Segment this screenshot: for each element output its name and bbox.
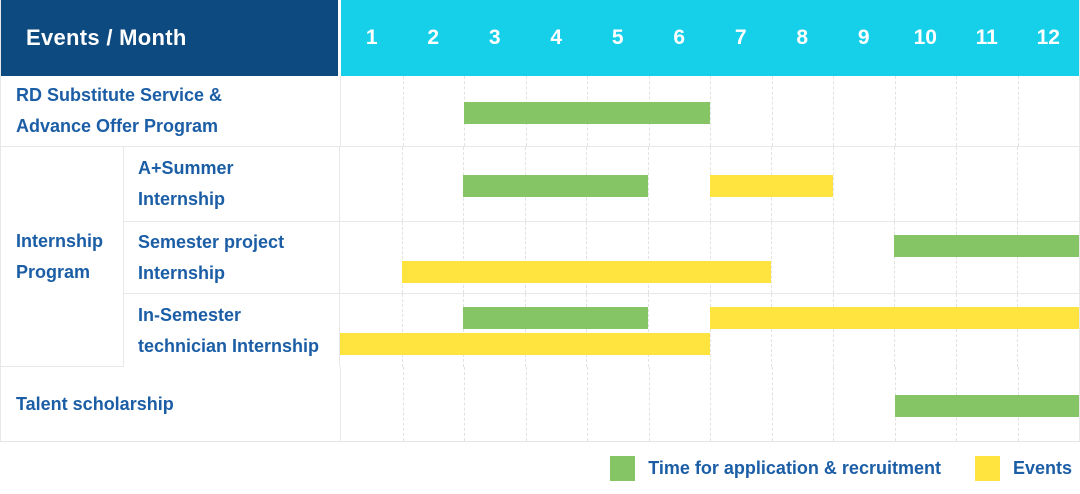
month-gridline (710, 367, 712, 441)
row-label-rd-substitute: RD Substitute Service & Advance Offer Pr… (16, 85, 223, 136)
month-gridline (833, 367, 835, 441)
legend: Time for application & recruitment Events (0, 442, 1080, 494)
gantt-bar-application (463, 307, 648, 329)
table-header: Events / Month 1 2 3 4 5 6 7 8 9 10 11 12 (1, 0, 1079, 76)
month-header-8: 8 (796, 26, 809, 49)
legend-item-events: Events (974, 455, 1072, 481)
gantt-bar-application (894, 395, 1079, 417)
header-title: Events / Month (1, 0, 341, 76)
month-gridline (524, 294, 526, 367)
chart-row-a-summer (339, 147, 1079, 221)
month-gridline (402, 367, 404, 441)
month-gridline (586, 294, 588, 367)
month-header-7: 7 (734, 26, 747, 49)
gantt-bar-application (464, 102, 711, 124)
legend-swatch-application (610, 455, 636, 481)
month-gridline (524, 222, 526, 293)
row-label-talent-scholarship: Talent scholarship (16, 393, 174, 414)
month-gridline (401, 222, 403, 293)
internship-program-group: Internship Program A+Summer Internship S… (1, 147, 1079, 367)
month-header-4: 4 (550, 26, 563, 49)
month-gridline (894, 147, 896, 221)
month-header-row: 1 2 3 4 5 6 7 8 9 10 11 12 (341, 0, 1079, 76)
month-gridline (464, 367, 466, 441)
month-header-5: 5 (611, 26, 624, 49)
gantt-bar-events (401, 261, 772, 283)
table-row: Talent scholarship (1, 367, 1079, 441)
month-gridline (647, 222, 649, 293)
table-row: A+Summer Internship (123, 147, 1079, 222)
chart-row-in-semester (339, 294, 1079, 367)
month-header-3: 3 (488, 26, 501, 49)
month-gridline (771, 222, 773, 293)
month-gridline (709, 294, 711, 367)
month-gridline (955, 294, 957, 367)
schedule-table: Events / Month 1 2 3 4 5 6 7 8 9 10 11 12 RD Substi… (0, 0, 1080, 442)
month-gridline (771, 367, 773, 441)
month-gridline (463, 294, 465, 367)
month-gridline (832, 294, 834, 367)
row-label-in-semester: In-Semester technician Internship (123, 294, 339, 367)
month-header-10: 10 (913, 26, 937, 49)
month-gridline (894, 294, 896, 367)
month-gridline (586, 222, 588, 293)
month-gridline (832, 147, 834, 221)
row-label-semester-project: Semester project Internship (123, 222, 339, 293)
month-header-12: 12 (1036, 26, 1060, 49)
month-gridline (1017, 294, 1019, 367)
gantt-bar-application (894, 235, 1079, 257)
month-gridline (647, 147, 649, 221)
month-header-11: 11 (975, 26, 998, 49)
month-gridline (710, 76, 712, 146)
month-header-9: 9 (857, 26, 870, 49)
month-gridline (833, 76, 835, 146)
chart-row-rd-substitute (340, 76, 1079, 146)
month-gridline (587, 367, 589, 441)
month-gridline (463, 222, 465, 293)
month-gridline (771, 76, 773, 146)
month-gridline (401, 294, 403, 367)
month-gridline (1017, 222, 1019, 293)
gantt-bar-events (709, 175, 833, 197)
month-gridline (894, 76, 896, 146)
table-row: In-Semester technician Internship (123, 294, 1079, 367)
legend-label-events: Events (1012, 457, 1072, 478)
gantt-bar-events (709, 307, 1079, 329)
month-gridline (402, 76, 404, 146)
month-gridline (771, 294, 773, 367)
month-gridline (648, 367, 650, 441)
month-gridline (401, 147, 403, 221)
legend-swatch-events (974, 455, 1000, 481)
month-gridline (894, 222, 896, 293)
month-header-1: 1 (365, 26, 378, 49)
row-label-a-summer: A+Summer Internship (123, 147, 339, 221)
legend-label-application: Time for application & recruitment (648, 457, 941, 478)
gantt-bar-events (340, 333, 710, 355)
legend-item-application: Time for application & recruitment (610, 455, 941, 481)
month-gridline (955, 222, 957, 293)
table-row: Semester project Internship (123, 222, 1079, 294)
month-gridline (832, 222, 834, 293)
gantt-bar-application (463, 175, 648, 197)
month-header-6: 6 (673, 26, 686, 49)
month-header-2: 2 (427, 26, 440, 49)
chart-row-semester-project (339, 222, 1079, 293)
chart-row-talent-scholarship (340, 367, 1079, 441)
month-gridline (525, 367, 527, 441)
table-row: RD Substitute Service & Advance Offer Pr… (1, 76, 1079, 147)
month-gridline (955, 147, 957, 221)
month-gridline (1017, 147, 1019, 221)
month-gridline (647, 294, 649, 367)
row-label-internship-program: Internship Program (1, 147, 123, 367)
month-gridline (709, 222, 711, 293)
month-gridline (1017, 76, 1019, 146)
month-gridline (956, 76, 958, 146)
